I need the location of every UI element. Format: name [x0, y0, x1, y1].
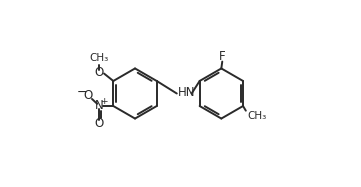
Text: O: O	[84, 89, 93, 102]
Text: CH₃: CH₃	[90, 53, 109, 63]
Text: +: +	[100, 97, 107, 106]
Text: CH₃: CH₃	[248, 111, 267, 121]
Text: HN: HN	[178, 86, 196, 99]
Text: −: −	[77, 86, 87, 99]
Text: F: F	[219, 50, 226, 63]
Text: O: O	[95, 66, 104, 79]
Text: N: N	[95, 99, 104, 112]
Text: O: O	[95, 117, 104, 130]
